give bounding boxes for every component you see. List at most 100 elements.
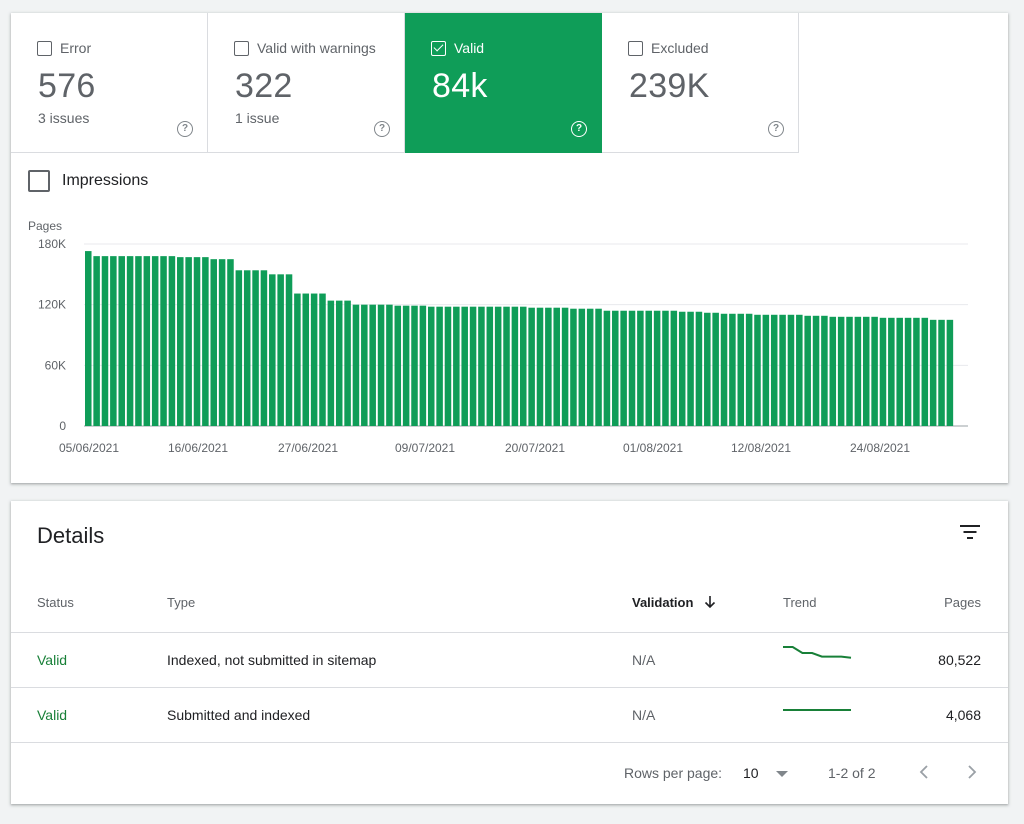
tile-excluded[interactable]: Excluded 239K ? [602,13,799,153]
chart-bar[interactable] [888,317,895,426]
chart-bar[interactable] [143,256,151,426]
chart-bar[interactable] [729,313,736,426]
table-row[interactable]: Valid Indexed, not submitted in sitemap … [11,633,1008,687]
previous-page-icon[interactable] [917,764,931,780]
chart-bar[interactable] [461,306,468,426]
chart-bar[interactable] [578,308,586,426]
chart-bar[interactable] [427,306,435,426]
chart-bar[interactable] [837,316,845,426]
chart-bar[interactable] [436,306,443,426]
chart-bar[interactable] [637,310,644,426]
chart-bar[interactable] [561,307,569,426]
chart-bar[interactable] [862,316,870,426]
chart-bar[interactable] [770,314,778,426]
chart-bar[interactable] [620,310,627,426]
chart-bar[interactable] [377,304,385,426]
chart-bar[interactable] [419,305,427,426]
error-checkbox[interactable] [37,40,52,56]
chart-bar[interactable] [126,256,134,426]
chart-bar[interactable] [444,306,452,426]
valid-with-warnings-checkbox[interactable] [234,40,249,56]
chart-bar[interactable] [168,256,176,426]
chart-bar[interactable] [269,274,276,426]
chart-bar[interactable] [804,315,811,426]
chart-bar[interactable] [796,314,803,426]
chart-bar[interactable] [344,300,351,426]
chart-bar[interactable] [310,293,318,426]
chart-bar[interactable] [762,314,770,426]
chart-bar[interactable] [252,270,259,426]
chart-bar[interactable] [829,316,837,426]
chart-bar[interactable] [469,306,477,426]
chart-bar[interactable] [779,314,786,426]
chart-bar[interactable] [361,304,368,426]
chart-bar[interactable] [586,308,594,426]
tile-valid-with-warnings[interactable]: Valid with warnings 322 1 issue ? [208,13,405,153]
tile-error[interactable]: Error 576 3 issues ? [11,13,208,153]
chart-bar[interactable] [352,304,360,426]
chart-bar[interactable] [536,307,544,426]
chart-bar[interactable] [177,257,184,426]
tile-valid[interactable]: Valid 84k ? [405,13,602,153]
help-icon[interactable]: ? [177,121,193,137]
chart-bar[interactable] [235,270,243,426]
chart-bar[interactable] [787,314,795,426]
column-header-pages[interactable]: Pages [944,595,981,610]
help-icon[interactable]: ? [374,121,390,137]
chart-bar[interactable] [737,313,745,426]
chart-bar[interactable] [210,259,217,426]
chart-bar[interactable] [151,256,159,426]
chart-bar[interactable] [285,274,293,426]
chart-bar[interactable] [745,313,753,426]
chart-bar[interactable] [394,305,402,426]
chart-bar[interactable] [553,307,560,426]
chart-bar[interactable] [218,259,226,426]
chart-bar[interactable] [327,300,335,426]
chart-bar[interactable] [193,257,201,426]
chart-bar[interactable] [687,311,694,426]
chart-bar[interactable] [227,259,234,426]
chart-bar[interactable] [93,256,100,426]
chart-bar[interactable] [118,256,125,426]
chart-bar[interactable] [812,315,820,426]
column-header-validation[interactable]: Validation [632,595,717,610]
excluded-checkbox[interactable] [628,40,643,56]
chart-bar[interactable] [243,270,251,426]
chart-bar[interactable] [453,306,460,426]
chart-bar[interactable] [319,293,326,426]
chart-bar[interactable] [678,311,686,426]
chart-bar[interactable] [879,317,887,426]
chart-bar[interactable] [712,312,719,426]
chart-bar[interactable] [486,306,494,426]
table-row[interactable]: Valid Submitted and indexed N/A 4,068 [11,688,1008,742]
chart-bar[interactable] [913,317,920,426]
chart-bar[interactable] [645,310,652,426]
chart-bar[interactable] [277,274,284,426]
chart-bar[interactable] [302,293,310,426]
column-header-trend[interactable]: Trend [783,595,817,610]
chart-bar[interactable] [821,315,828,426]
chart-bar[interactable] [101,256,109,426]
impressions-checkbox[interactable] [28,170,50,192]
chart-bar[interactable] [662,310,669,426]
impressions-toggle[interactable]: Impressions [28,170,148,192]
chart-bar[interactable] [653,310,661,426]
chart-bar[interactable] [612,310,619,426]
chart-bar[interactable] [704,312,711,426]
chart-bar[interactable] [854,316,862,426]
filter-icon[interactable] [960,524,980,540]
chart-bar[interactable] [402,305,410,426]
chart-bar[interactable] [135,256,142,426]
rows-per-page-select[interactable]: 10 [743,765,759,781]
chart-bar[interactable] [85,251,92,426]
chart-bar[interactable] [185,257,192,426]
chart-bar[interactable] [846,316,853,426]
chart-bar[interactable] [386,304,393,426]
chart-bar[interactable] [160,256,167,426]
chart-bar[interactable] [294,293,301,426]
chart-bar[interactable] [938,319,945,426]
valid-checkbox[interactable] [431,40,446,56]
chart-bar[interactable] [494,306,502,426]
chart-bar[interactable] [503,306,510,426]
chart-bar[interactable] [411,305,418,426]
